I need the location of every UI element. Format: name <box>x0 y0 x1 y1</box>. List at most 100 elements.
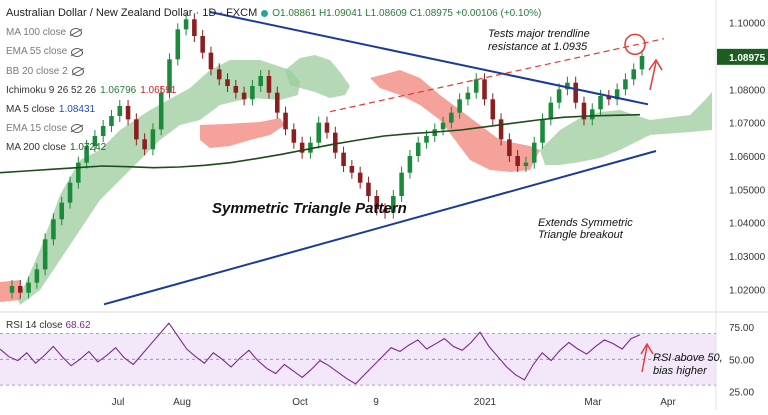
candle-body <box>424 136 429 143</box>
candle-body <box>233 86 239 93</box>
candle-body <box>473 79 479 93</box>
candle-body <box>465 92 471 100</box>
hidden-eye-icon[interactable] <box>71 124 84 134</box>
candle-body <box>556 89 562 103</box>
triangle-lower-trendline <box>103 150 657 306</box>
time-axis-tick-label: Aug <box>173 397 191 408</box>
time-axis-tick-label: Oct <box>292 397 308 408</box>
candle-body <box>449 112 454 123</box>
candle-body <box>374 196 380 210</box>
rsi-axis-tick-label: 75.00 <box>729 323 754 334</box>
hidden-eye-icon[interactable] <box>71 66 84 76</box>
time-axis-tick-label: Apr <box>660 397 676 408</box>
rsi-legend[interactable]: RSI 14 close 68.62 <box>6 320 91 331</box>
ichimoku-cloud-bearish <box>200 118 285 148</box>
legend-panel: Australian Dollar / New Zealand Dollar ·… <box>6 4 541 158</box>
annotation-pattern: Symmetric Triangle Pattern <box>212 200 407 217</box>
annotation-rsi-line2: bias higher <box>653 365 708 377</box>
price-axis-tick-label: 1.08000 <box>729 85 766 96</box>
candle-body <box>415 142 421 156</box>
candle-body <box>134 119 139 140</box>
candle-body <box>548 102 554 120</box>
candle-body <box>341 152 346 166</box>
annotation-breakout-line1: Extends Symmetric <box>538 217 633 229</box>
candle-body <box>76 162 81 183</box>
annotation-trendline-line2: resistance at 1.0935 <box>488 41 588 53</box>
price-axis-tick-label: 1.07000 <box>729 119 766 130</box>
candle-body <box>498 119 504 140</box>
candle-body <box>523 162 529 166</box>
indicator-label: EMA 15 close <box>6 123 68 135</box>
price-axis-tick-label: 1.10000 <box>729 19 766 30</box>
candle-body <box>34 269 40 283</box>
annotation-rsi-line1: RSI above 50, <box>653 352 723 364</box>
candle-body <box>225 79 230 86</box>
candle-body <box>316 122 321 143</box>
ma200-line <box>0 113 641 174</box>
price-axis-tick-label: 1.02000 <box>729 285 766 296</box>
candle-body <box>167 59 172 93</box>
annotation-breakout-line2: Triangle breakout <box>538 229 624 241</box>
candle-body <box>598 96 603 110</box>
resistance-dashed-line <box>329 38 665 113</box>
candle-body <box>357 172 363 183</box>
rsi-axis-tick-label: 25.00 <box>729 388 754 399</box>
hidden-eye-icon[interactable] <box>71 47 84 57</box>
candle-body <box>482 79 487 100</box>
indicator-ema15[interactable]: EMA 15 close <box>6 119 541 138</box>
candle-body <box>51 219 56 240</box>
candle-body <box>507 139 512 156</box>
indicator-ma5[interactable]: MA 5 close 1.08431 <box>6 100 541 119</box>
rsi-line <box>0 322 641 385</box>
indicator-ichimoku[interactable]: Ichimoku 9 26 52 26 1.06796 1.06591 <box>6 81 541 100</box>
candle-body <box>399 172 404 196</box>
candle-body <box>183 19 189 30</box>
indicator-bb20[interactable]: BB 20 close 2 <box>6 62 541 81</box>
ohlc-readout: O1.08861 H1.09041 L1.08609 C1.08975 +0.0… <box>272 8 542 19</box>
candle-body <box>589 109 595 120</box>
indicator-ema55[interactable]: EMA 55 close <box>6 42 541 61</box>
candle-body <box>158 92 164 130</box>
candle-body <box>9 286 15 293</box>
candle-body <box>274 92 280 113</box>
triangle-upper-trendline <box>209 11 649 106</box>
rsi-value: 68.62 <box>65 320 91 331</box>
candle-body <box>283 112 288 130</box>
candle-body <box>84 146 89 163</box>
last-price-label: 1.08975 <box>729 53 766 64</box>
indicator-ma100[interactable]: MA 100 close <box>6 23 541 42</box>
time-axis-tick-label: Mar <box>584 397 602 408</box>
hidden-eye-icon[interactable] <box>70 28 83 38</box>
indicator-label: EMA 55 close <box>6 46 68 58</box>
candle-body <box>333 132 338 153</box>
ichimoku-cloud-bearish <box>370 70 540 172</box>
candle-body <box>266 76 272 93</box>
indicator-label: Ichimoku 9 26 52 26 <box>6 84 97 96</box>
rsi-label: RSI 14 close <box>6 320 63 331</box>
indicator-label: BB 20 close 2 <box>6 65 68 77</box>
candle-body <box>142 139 147 150</box>
candle-body <box>125 106 131 120</box>
time-axis-tick-label: 9 <box>373 397 379 408</box>
candle-body <box>299 142 305 153</box>
candle-body <box>42 239 48 270</box>
price-axis-tick-label: 1.04000 <box>729 219 766 230</box>
candle-body <box>150 129 156 150</box>
candle-body <box>540 119 545 143</box>
candle-body <box>606 96 612 100</box>
candle-body <box>581 102 587 120</box>
rsi-axis-tick-label: 50.00 <box>729 355 754 366</box>
candle-body <box>623 79 628 90</box>
candle-body <box>407 156 413 173</box>
indicator-value: 1.06796 <box>100 84 137 96</box>
candle-body <box>366 182 371 196</box>
candle-body <box>241 92 247 100</box>
last-price-tag <box>717 48 768 65</box>
time-axis-tick-label: 2021 <box>474 397 497 408</box>
indicator-ma200[interactable]: MA 200 close 1.07242 <box>6 138 541 157</box>
market-status-dot <box>261 10 269 18</box>
indicator-value: 1.07242 <box>70 142 107 154</box>
ichimoku-cloud-bullish <box>540 92 712 165</box>
